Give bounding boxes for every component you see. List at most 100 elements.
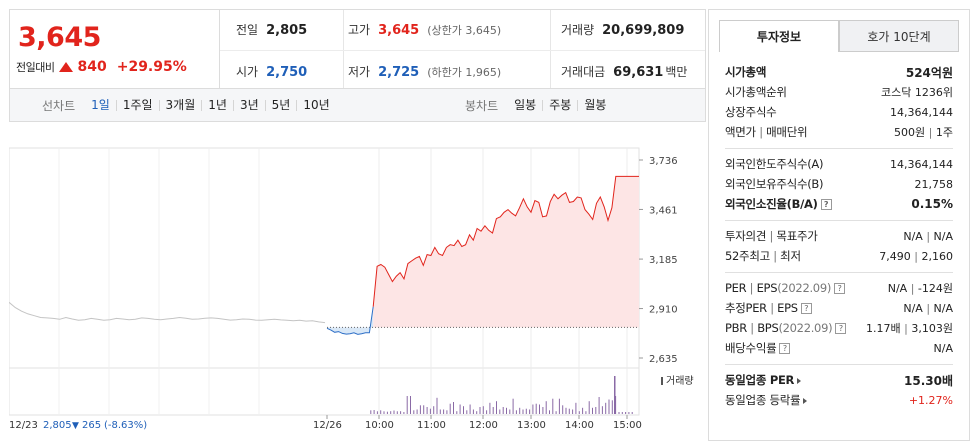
value: 500원 xyxy=(894,126,926,139)
y-tick-label: 3,185 xyxy=(649,255,678,266)
label: 외국인한도주식수(A) xyxy=(725,157,824,171)
label: 52주최고 xyxy=(725,249,770,263)
stat-value: 20,699,809 xyxy=(602,23,685,38)
value: 14,364,144 xyxy=(890,105,953,119)
stat-open: 시가 2,750 xyxy=(236,63,307,80)
label: 외국인소진율(B/A) xyxy=(725,197,818,211)
volume-bar xyxy=(628,412,630,414)
price-chart[interactable]: 3,736 3,461 3,185 2,910 2,635 12/26 10:00 11:0… xyxy=(8,122,706,447)
volume-bar xyxy=(486,410,488,414)
volume-bar xyxy=(439,409,441,414)
volume-bar xyxy=(489,402,491,414)
value: +1.27% xyxy=(908,393,953,407)
value: 524억원 xyxy=(905,65,953,80)
volume-bar xyxy=(509,409,511,414)
volume-bar xyxy=(611,400,613,414)
period-10y[interactable]: 10년 xyxy=(296,99,335,111)
volume-bar xyxy=(512,398,514,414)
x-tick-labels: 12/26 10:00 11:00 12:00 13:00 14:00 15:00 xyxy=(313,420,642,431)
y-tick-label: 2,635 xyxy=(649,354,678,365)
period-1d[interactable]: 1일 xyxy=(91,98,110,112)
volume-bar xyxy=(575,402,577,414)
stat-label: 고가 xyxy=(348,23,371,37)
volume-frame xyxy=(8,367,640,416)
volume-bar xyxy=(565,407,567,414)
volume-bar xyxy=(585,411,587,414)
row-dividend: 배당수익률? N/A xyxy=(725,338,953,358)
change-label: 전일대비 xyxy=(16,61,55,74)
volume-bar xyxy=(614,376,616,414)
help-icon[interactable]: ? xyxy=(834,283,846,294)
label: 시가총액순위 xyxy=(725,85,787,99)
info-list: 시가총액 524억원 시가총액순위 코스닥 1236위 상장주식수 14,364… xyxy=(725,62,953,410)
volume-bar xyxy=(496,401,497,414)
chart-toolbar: 선차트 1일 1주일 3개월 1년 3년 5년 10년 봉차트 일봉 주봉 월봉 xyxy=(9,89,706,122)
value: N/A xyxy=(933,341,953,355)
label: 최저 xyxy=(780,249,801,263)
volume-bar xyxy=(519,407,521,414)
period-1w[interactable]: 1주일 xyxy=(115,99,159,111)
volume-bar xyxy=(631,412,633,414)
row-cap-rank: 시가총액순위 코스닥 1236위 xyxy=(725,82,953,102)
line-chart-periods: 선차트 1일 1주일 3개월 1년 3년 5년 10년 xyxy=(42,89,336,122)
help-icon[interactable]: ? xyxy=(800,303,812,314)
y-tick-label: 3,736 xyxy=(649,156,678,167)
help-icon[interactable]: ? xyxy=(779,343,791,354)
volume-bar xyxy=(522,409,524,414)
value: 1주 xyxy=(935,126,953,139)
label: 상장주식수 xyxy=(725,105,777,119)
value: N/A xyxy=(887,282,908,295)
help-icon[interactable]: ? xyxy=(835,323,847,334)
volume-bar xyxy=(466,410,468,414)
value: N/A xyxy=(903,301,923,315)
y-tick-label: 2,910 xyxy=(649,305,678,316)
x-tick-label: 12/26 xyxy=(313,420,342,431)
stat-prev-close: 전일 2,805 xyxy=(236,21,307,38)
current-price: 3,645 xyxy=(18,22,101,53)
stat-value: 69,631 xyxy=(613,65,664,80)
label: PBR xyxy=(725,321,747,335)
prev-day-close: 2,805 xyxy=(43,420,72,431)
period-1y[interactable]: 1년 xyxy=(201,99,233,111)
help-icon[interactable]: ? xyxy=(820,199,832,210)
period-monthly[interactable]: 월봉 xyxy=(577,99,612,111)
volume-bar xyxy=(459,404,461,414)
value: 14,364,144 xyxy=(890,157,953,171)
stat-note: (하한가 1,965) xyxy=(427,66,502,79)
tab-invest-info[interactable]: 투자정보 xyxy=(719,20,839,52)
row-sector-per[interactable]: 동일업종 PER 15.30배 xyxy=(725,370,953,390)
volume-bar xyxy=(545,401,547,414)
volume-bar xyxy=(502,407,504,414)
volume-legend-label: 거래량 xyxy=(666,375,694,387)
label: 추정PER xyxy=(725,301,767,315)
volume-bar xyxy=(529,409,531,414)
value: N/A xyxy=(903,229,923,243)
period-daily[interactable]: 일봉 xyxy=(514,98,537,112)
stat-note: (상한가 3,645) xyxy=(427,24,502,37)
period-weekly[interactable]: 주봉 xyxy=(542,99,577,111)
volume-bar xyxy=(479,407,481,414)
value: 15.30배 xyxy=(904,373,953,388)
tab-orderbook[interactable]: 호가 10단계 xyxy=(839,20,959,52)
stat-volume: 거래량 20,699,809 xyxy=(561,21,684,38)
volume-bar xyxy=(568,408,570,414)
period-3m[interactable]: 3개월 xyxy=(158,99,202,111)
volume-bar xyxy=(572,409,574,414)
period: (2022.09) xyxy=(777,281,832,295)
volume-bar xyxy=(605,402,607,414)
candle-chart-label: 봉차트 xyxy=(465,99,499,113)
volume-bar xyxy=(396,411,398,414)
period-3y[interactable]: 3년 xyxy=(232,99,265,111)
period: (2022.09) xyxy=(778,321,833,335)
volume-bar xyxy=(621,412,623,414)
caret-right-icon xyxy=(803,397,808,404)
row-sector-rate[interactable]: 동일업종 등락률 +1.27% xyxy=(725,390,953,410)
price-summary: 3,645 전일대비 840 +29.95% xyxy=(9,9,219,89)
volume-bar xyxy=(482,406,484,414)
volume-bar xyxy=(426,407,428,414)
period-5y[interactable]: 5년 xyxy=(264,99,297,111)
label: 목표주가 xyxy=(776,229,818,243)
volume-bar xyxy=(608,399,610,414)
volume-bar xyxy=(525,408,527,414)
row-par-unit: 액면가 | 매매단위 500원 | 1주 xyxy=(725,125,953,139)
